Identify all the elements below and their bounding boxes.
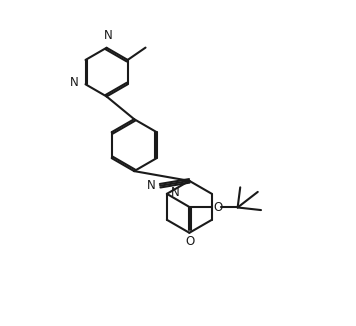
Text: N: N (104, 29, 112, 42)
Text: N: N (147, 179, 155, 192)
Text: N: N (70, 76, 78, 89)
Text: O: O (213, 201, 222, 214)
Text: O: O (185, 235, 195, 248)
Text: N: N (171, 186, 179, 199)
